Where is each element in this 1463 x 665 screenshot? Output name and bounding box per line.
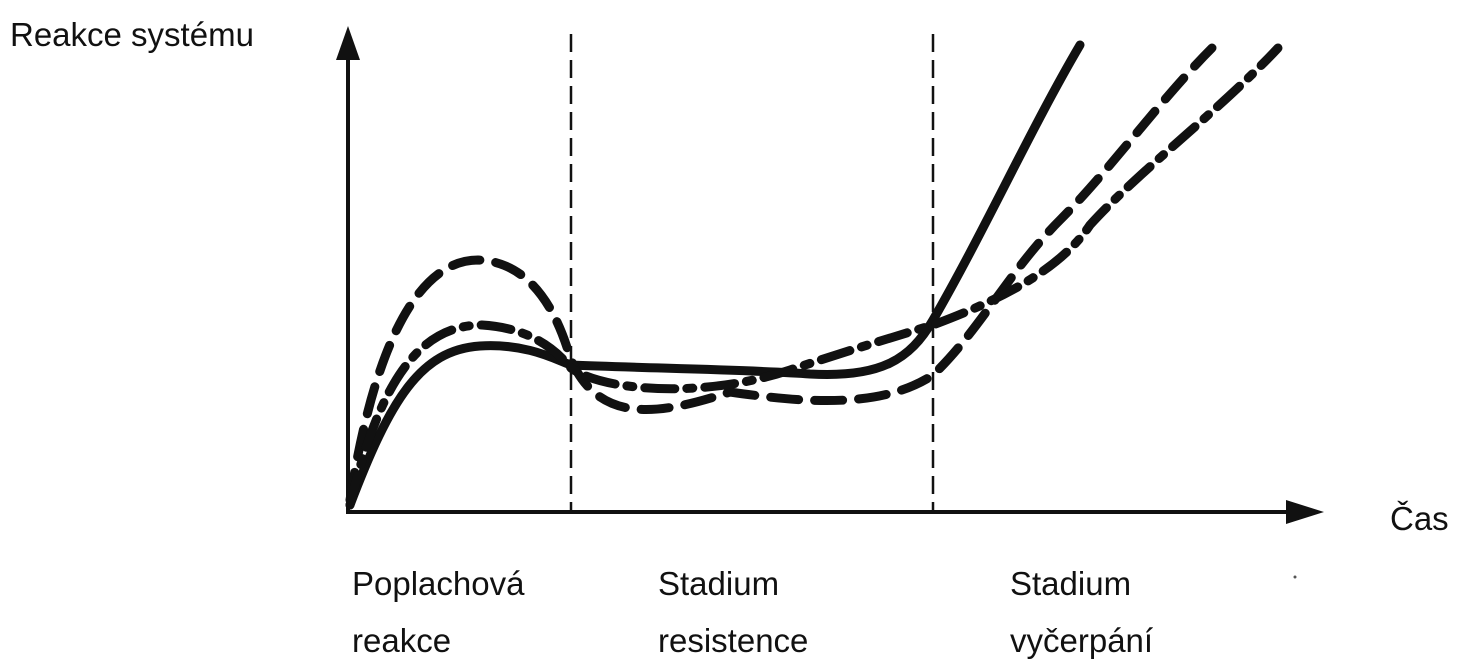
curve-dashed [345, 43, 1217, 505]
stage-resistance-line1: Stadium [658, 565, 779, 602]
y-axis-arrow-icon [336, 26, 360, 60]
curve-solid [345, 40, 1085, 510]
stage-alarm-line1: Poplachová [352, 565, 525, 602]
y-axis-label: Reakce systému [10, 16, 254, 53]
x-axis-label: Čas [1390, 500, 1449, 537]
x-axis-arrow-icon [1286, 500, 1324, 524]
curve-dashdot [345, 43, 1283, 510]
stage-exhaustion-line2: vyčerpání [1010, 622, 1153, 659]
stage-exhaustion-line1: Stadium [1010, 565, 1131, 602]
stage-resistance-line2: resistence [658, 622, 808, 659]
stage-alarm-line2: reakce [352, 622, 451, 659]
scan-speck [1293, 575, 1297, 579]
